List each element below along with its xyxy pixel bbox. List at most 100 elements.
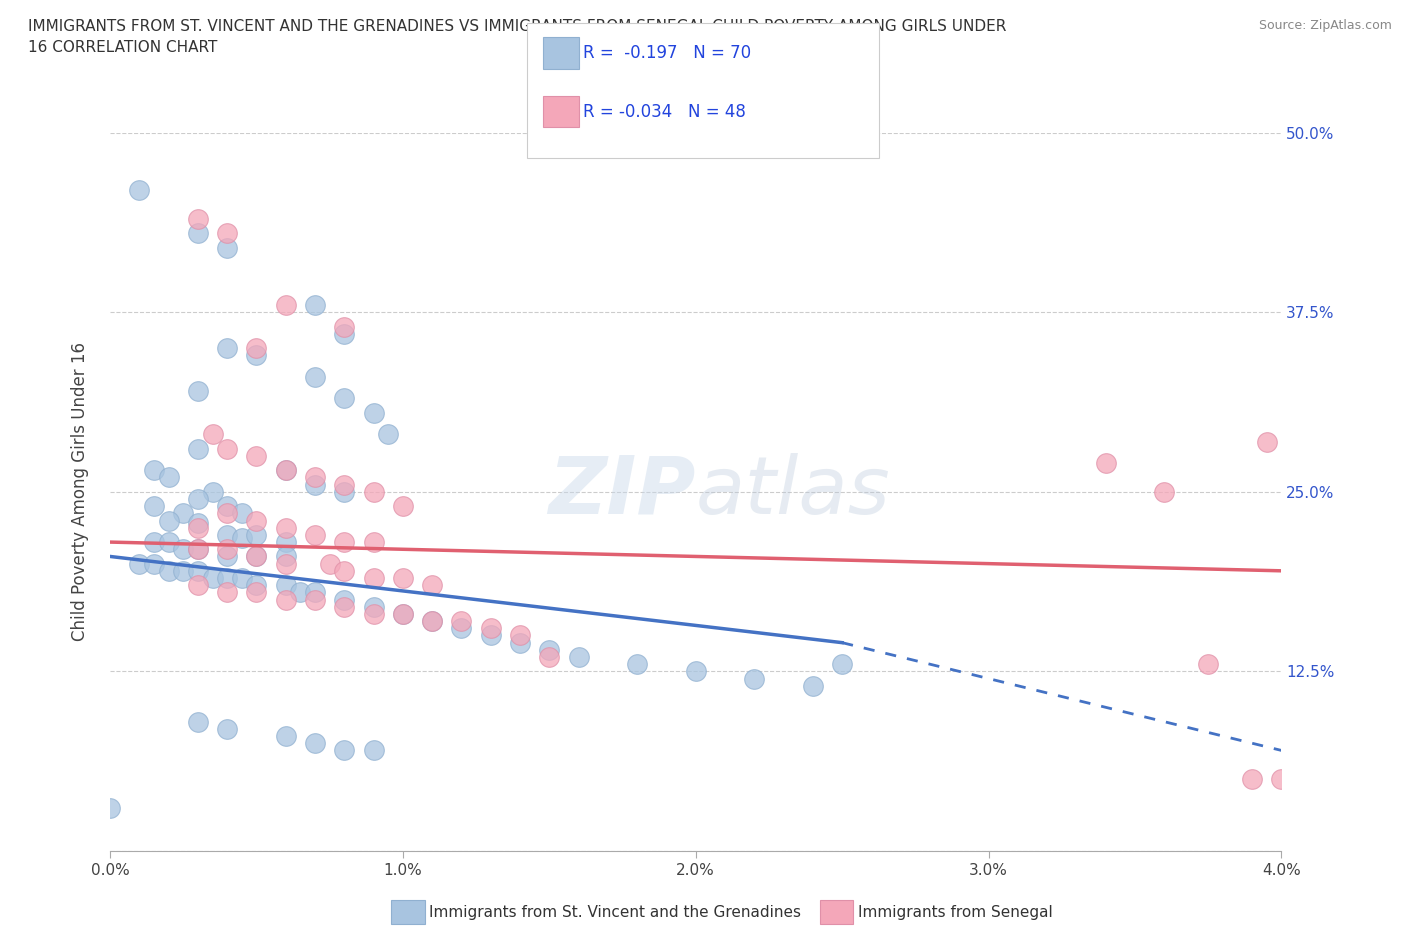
Point [217, 542, 239, 557]
Point [742, 671, 765, 686]
Point [274, 728, 297, 743]
Point [304, 736, 326, 751]
Point [245, 348, 267, 363]
Text: Immigrants from Senegal: Immigrants from Senegal [858, 905, 1053, 920]
Point [172, 564, 194, 578]
Point [333, 391, 356, 405]
Point [392, 498, 415, 513]
Point [420, 614, 443, 629]
Point [450, 614, 472, 629]
Point [274, 298, 297, 312]
Point [304, 470, 326, 485]
Point [201, 485, 224, 499]
Point [217, 506, 239, 521]
Point [333, 535, 356, 550]
Point [363, 743, 385, 758]
Point [217, 226, 239, 241]
Point [245, 527, 267, 542]
Point [274, 535, 297, 550]
Point [187, 226, 209, 241]
Text: IMMIGRANTS FROM ST. VINCENT AND THE GRENADINES VS IMMIGRANTS FROM SENEGAL CHILD : IMMIGRANTS FROM ST. VINCENT AND THE GREN… [28, 19, 1007, 55]
Point [157, 513, 180, 528]
Point [172, 542, 194, 557]
Point [831, 657, 853, 671]
Point [217, 441, 239, 456]
Point [201, 427, 224, 442]
Point [363, 606, 385, 621]
Text: R =  -0.197   N = 70: R = -0.197 N = 70 [583, 44, 752, 62]
Point [187, 714, 209, 729]
Point [172, 506, 194, 521]
Point [217, 527, 239, 542]
Point [157, 470, 180, 485]
Point [304, 477, 326, 492]
Point [304, 369, 326, 384]
Point [304, 527, 326, 542]
Point [98, 801, 121, 816]
Point [363, 485, 385, 499]
Point [128, 182, 150, 197]
Point [157, 535, 180, 550]
Point [274, 578, 297, 592]
Point [318, 556, 340, 571]
Point [217, 340, 239, 355]
Point [420, 614, 443, 629]
Point [231, 571, 253, 586]
Point [187, 441, 209, 456]
Text: Source: ZipAtlas.com: Source: ZipAtlas.com [1258, 19, 1392, 32]
Point [245, 340, 267, 355]
Point [392, 571, 415, 586]
Point [392, 606, 415, 621]
Point [685, 664, 707, 679]
Point [568, 649, 591, 664]
Point [274, 463, 297, 478]
Point [245, 549, 267, 564]
Point [304, 585, 326, 600]
Point [187, 520, 209, 535]
Point [377, 427, 399, 442]
Point [245, 578, 267, 592]
Point [333, 485, 356, 499]
Point [392, 606, 415, 621]
Point [333, 326, 356, 341]
Point [274, 463, 297, 478]
Point [187, 211, 209, 226]
Point [157, 564, 180, 578]
Point [187, 564, 209, 578]
Point [274, 592, 297, 607]
Point [217, 722, 239, 737]
Point [201, 571, 224, 586]
Text: Immigrants from St. Vincent and the Grenadines: Immigrants from St. Vincent and the Gren… [429, 905, 801, 920]
Point [217, 549, 239, 564]
Point [333, 743, 356, 758]
Y-axis label: Child Poverty Among Girls Under 16: Child Poverty Among Girls Under 16 [72, 342, 89, 642]
Point [538, 643, 561, 658]
Point [363, 535, 385, 550]
Point [420, 578, 443, 592]
Point [363, 599, 385, 614]
Text: R = -0.034   N = 48: R = -0.034 N = 48 [583, 102, 747, 121]
Point [450, 621, 472, 636]
Point [187, 492, 209, 507]
Point [231, 530, 253, 545]
Point [333, 564, 356, 578]
Point [290, 585, 312, 600]
Point [509, 635, 531, 650]
Point [363, 571, 385, 586]
Point [274, 549, 297, 564]
Point [187, 516, 209, 531]
Point [333, 592, 356, 607]
Point [217, 240, 239, 255]
Point [187, 542, 209, 557]
Point [274, 556, 297, 571]
Point [245, 448, 267, 463]
Point [245, 549, 267, 564]
Point [231, 506, 253, 521]
Point [333, 599, 356, 614]
Point [143, 556, 166, 571]
Point [1153, 485, 1175, 499]
Text: ZIP: ZIP [548, 453, 696, 531]
Point [274, 520, 297, 535]
Point [1270, 772, 1292, 787]
Point [1241, 772, 1264, 787]
